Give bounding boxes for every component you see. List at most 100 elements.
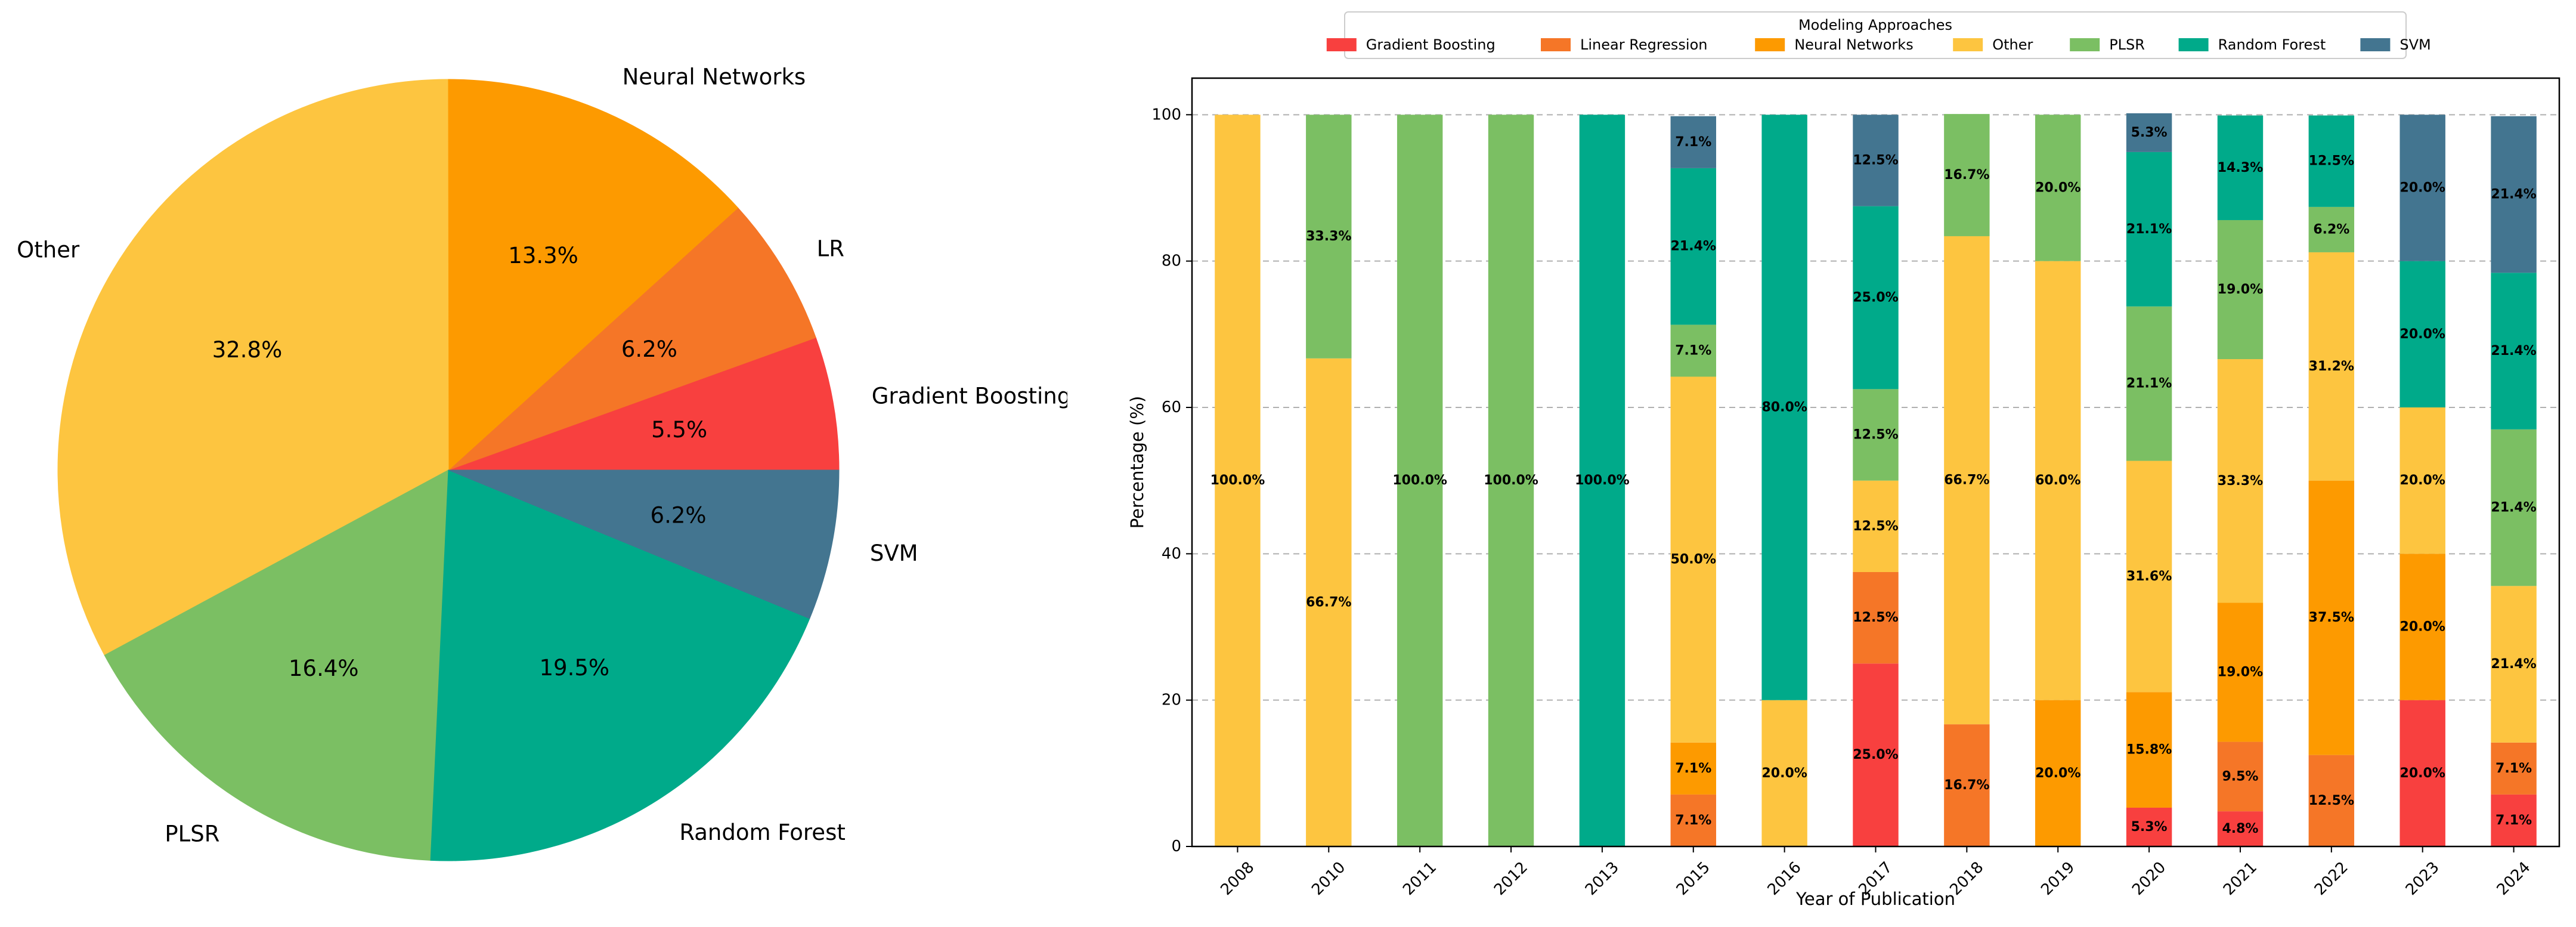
pie-pct-label-plsr: 16.4% — [289, 656, 359, 681]
bar-label-2017-svm: 12.5% — [1853, 153, 1898, 168]
bar-label-2021-neural-networks: 19.0% — [2218, 665, 2263, 680]
bar-label-2024-svm: 21.4% — [2491, 187, 2536, 202]
bar-2018-other — [1944, 236, 1990, 725]
bar-2019-plsr — [2035, 115, 2081, 261]
bar-2024-other — [2491, 586, 2537, 743]
legend-box — [1344, 11, 2407, 59]
bar-label-2016-random-forest: 80.0% — [1761, 400, 1807, 415]
bar-label-2021-gradient-boosting: 4.8% — [2222, 821, 2258, 836]
bar-label-2011-plsr: 100.0% — [1392, 473, 1447, 488]
bar-2016-other — [1761, 700, 1807, 846]
pie-slice-random-forest — [430, 469, 810, 861]
y-tick-label-60: 60 — [1162, 398, 1181, 416]
bar-label-2017-plsr: 12.5% — [1853, 428, 1898, 443]
y-axis-title: Percentage (%) — [1127, 396, 1147, 529]
bar-2020-gradient-boosting — [2126, 807, 2172, 846]
bar-2024-svm — [2491, 116, 2537, 273]
bar-label-2020-neural-networks: 15.8% — [2126, 743, 2172, 758]
pie-pct-label-svm: 6.2% — [651, 503, 707, 529]
bar-label-2012-plsr: 100.0% — [1484, 473, 1538, 488]
y-tick-label-0: 0 — [1171, 838, 1181, 855]
x-tick-label-2015: 2015 — [1673, 858, 1714, 899]
pie-slice-other — [57, 79, 449, 656]
bar-label-2020-other: 31.6% — [2126, 569, 2172, 584]
bar-label-2010-other: 66.7% — [1306, 595, 1351, 610]
bar-label-2023-neural-networks: 20.0% — [2400, 620, 2445, 635]
bar-2017-random-forest — [1853, 206, 1899, 390]
y-tick-label-20: 20 — [1162, 691, 1181, 709]
bar-2015-random-forest — [1670, 168, 1716, 325]
legend-label-random-forest: Random Forest — [2218, 36, 2326, 53]
bar-label-2018-other: 66.7% — [1944, 473, 1989, 488]
y-tick-label-40: 40 — [1162, 545, 1181, 563]
bar-2015-svm — [1670, 116, 1716, 168]
bar-2021-other — [2217, 359, 2264, 603]
bar-2021-plsr — [2217, 220, 2264, 360]
bar-2010-plsr — [1306, 115, 1352, 359]
pie-label-svm: SVM — [870, 540, 918, 566]
legend-swatch-svm — [2360, 38, 2391, 51]
x-tick-label-2024: 2024 — [2494, 858, 2534, 899]
y-tick-label-100: 100 — [1151, 106, 1181, 123]
legend-label-plsr: PLSR — [2109, 36, 2145, 53]
bar-2019-neural-networks — [2035, 700, 2081, 846]
x-tick-label-2010: 2010 — [1308, 858, 1349, 899]
bar-2020-neural-networks — [2126, 692, 2172, 808]
pie-pct-label-other: 32.8% — [212, 337, 283, 363]
x-tick-label-2008: 2008 — [1217, 858, 1258, 899]
bar-2021-random-forest — [2217, 115, 2264, 220]
pie-chart: 5.5% Gradient Boosting 6.2% LR 13.3% Neural N… — [17, 64, 1071, 861]
bar-2021-gradient-boosting — [2217, 811, 2264, 846]
pie-slice-plsr — [104, 469, 449, 861]
bar-label-2017-random-forest: 25.0% — [1853, 291, 1898, 305]
pie-label-random-forest: Random Forest — [679, 820, 846, 845]
x-tick-label-2012: 2012 — [1491, 858, 1531, 899]
bar-2021-neural-networks — [2217, 602, 2264, 742]
legend-title: Modeling Approaches — [1798, 17, 1952, 33]
legend-label-linear-regression: Linear Regression — [1580, 36, 1708, 53]
bar-2024-linear-regression — [2491, 742, 2537, 795]
bar-2022-linear-regression — [2308, 755, 2355, 846]
x-tick-label-2013: 2013 — [1582, 858, 1623, 899]
bar-label-2019-other: 60.0% — [2035, 473, 2080, 488]
bar-label-2021-other: 33.3% — [2218, 474, 2263, 489]
bar-2019-other — [2035, 261, 2081, 700]
bar-label-2015-neural-networks: 7.1% — [1675, 761, 1711, 776]
x-tick-label-2021: 2021 — [2220, 858, 2261, 899]
pie-slice-svm — [448, 469, 840, 619]
bar-label-2024-plsr: 21.4% — [2491, 500, 2536, 515]
x-tick-label-2022: 2022 — [2311, 858, 2352, 899]
pie-label-other: Other — [17, 237, 80, 262]
bar-label-2023-svm: 20.0% — [2400, 181, 2445, 196]
x-tick-label-2020: 2020 — [2129, 858, 2169, 899]
bar-label-2016-other: 20.0% — [1761, 766, 1807, 781]
legend-swatch-other — [1953, 38, 1983, 51]
bar-label-2023-random-forest: 20.0% — [2400, 327, 2445, 342]
bar-label-2019-neural-networks: 20.0% — [2035, 766, 2080, 781]
legend-swatch-linear-regression — [1541, 38, 1571, 51]
bar-label-2021-plsr: 19.0% — [2218, 282, 2263, 297]
bar-label-2015-random-forest: 21.4% — [1671, 239, 1716, 254]
bar-2011-plsr — [1397, 115, 1443, 846]
bar-label-2021-random-forest: 14.3% — [2218, 160, 2263, 175]
bar-label-2024-random-forest: 21.4% — [2491, 344, 2536, 359]
bar-2023-svm — [2399, 115, 2445, 261]
legend-swatch-random-forest — [2178, 38, 2209, 51]
bar-2010-other — [1306, 358, 1352, 846]
bar-2020-plsr — [2126, 306, 2172, 461]
x-tick-label-2019: 2019 — [2038, 858, 2078, 899]
pie-label-gradient-boosting: Gradient Boosting — [872, 384, 1071, 409]
bar-label-2024-other: 21.4% — [2491, 657, 2536, 672]
bar-label-2022-random-forest: 12.5% — [2309, 154, 2354, 169]
bar-2017-gradient-boosting — [1853, 663, 1899, 846]
bar-2017-svm — [1853, 115, 1899, 206]
bars: 100.0% 66.7% 33.3% 100.0% 100.0% 100.0% 7.1% 7.… — [1210, 113, 2537, 846]
bar-label-2015-plsr: 7.1% — [1675, 343, 1711, 358]
bar-label-2013-random-forest: 100.0% — [1575, 473, 1630, 488]
bar-2022-neural-networks — [2308, 480, 2355, 755]
bar-2017-plsr — [1853, 389, 1899, 481]
legend-label-neural-networks: Neural Networks — [1794, 36, 1914, 53]
bar-2015-other — [1670, 376, 1716, 743]
pie-label-lr: LR — [817, 236, 844, 262]
